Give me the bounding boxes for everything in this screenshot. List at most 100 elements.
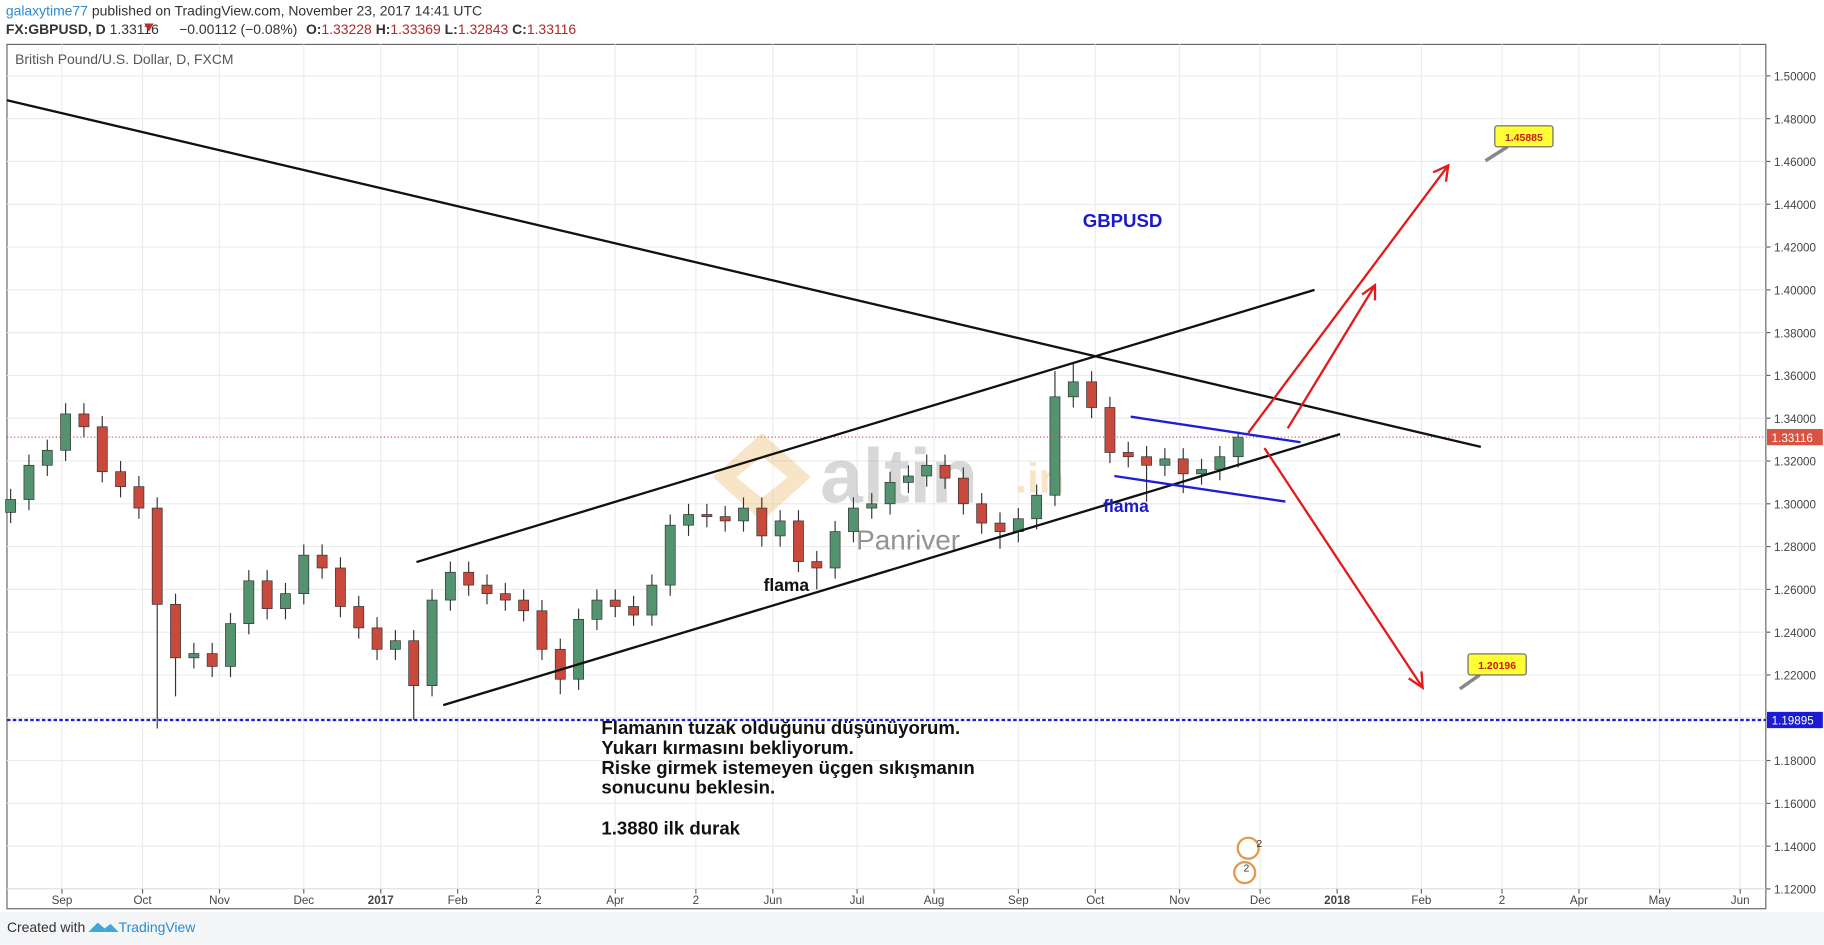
y-tick-label: 1.48000	[1774, 113, 1817, 126]
x-tick-label: 2	[693, 894, 699, 907]
event-icon[interactable]	[1236, 836, 1260, 860]
note-line: 1.3880 ilk durak	[601, 817, 740, 838]
ohlc-value: 1.33369	[390, 21, 441, 37]
arrow-up	[1247, 164, 1450, 434]
note-line: Riske girmek istemeyen üçgen sıkışmanın	[601, 757, 974, 778]
candle-body	[939, 464, 951, 479]
ohlc-label: H:	[376, 21, 391, 37]
candles	[5, 362, 1766, 729]
candle-body	[957, 477, 969, 505]
candle-body	[243, 580, 255, 624]
header-line: galaxytime77 published on TradingView.co…	[6, 2, 482, 18]
y-tick-label: 1.14000	[1774, 841, 1817, 854]
last-price: 1.33116	[110, 21, 160, 37]
arrow-head	[1361, 282, 1377, 301]
candle-body	[133, 486, 145, 509]
ohlc-value: 1.32843	[458, 21, 509, 37]
candle-body	[353, 606, 365, 629]
candle-body	[811, 561, 823, 569]
candle-body	[1031, 494, 1043, 520]
support-line-label-box	[1767, 711, 1823, 729]
candle-body	[335, 567, 346, 607]
symbol-note: GBPUSD	[1083, 210, 1163, 231]
candle-body	[1104, 407, 1116, 453]
candle-body	[1232, 436, 1244, 458]
candle-body	[793, 520, 804, 562]
y-tick-label: 1.16000	[1774, 798, 1817, 811]
watermark-logo	[713, 432, 811, 522]
note-line: sonucunu beklesin.	[601, 777, 775, 798]
note-line: Flamanın tuzak olduğunu düşünüyorum.	[601, 717, 960, 738]
callout-pointer	[1484, 145, 1509, 163]
candle-body	[701, 514, 713, 517]
events[interactable]: 2 2	[1233, 836, 1262, 885]
x-tick-label: Jun	[763, 894, 782, 907]
event-icon[interactable]	[1233, 861, 1257, 885]
candle-body	[188, 653, 200, 659]
candle-body	[170, 604, 181, 659]
ohlc-value: 1.33116	[527, 21, 577, 37]
x-tick-label: Oct	[1086, 894, 1105, 907]
x-tick-label: Apr	[606, 894, 624, 907]
candle-body	[23, 464, 35, 500]
candle-body	[774, 520, 786, 537]
candle-body	[1141, 456, 1152, 466]
candle-body	[408, 640, 420, 687]
candle-body	[829, 531, 841, 569]
x-tick-label: 2018	[1324, 894, 1350, 907]
callout-text: 1.45885	[1505, 133, 1543, 144]
candle-body	[41, 449, 53, 466]
grid	[6, 44, 1766, 890]
published: published on TradingView.com, November 2…	[92, 2, 482, 18]
candle-body	[481, 584, 493, 595]
candle-body	[1049, 396, 1061, 496]
ohlc-label: C:	[512, 21, 527, 37]
candle-body	[591, 599, 603, 620]
candle-body	[463, 571, 475, 586]
candle-body	[1214, 456, 1226, 470]
event-count: 2	[1244, 864, 1250, 875]
y-tick-label: 1.18000	[1774, 755, 1817, 768]
candle-body	[756, 507, 768, 537]
candle-body	[298, 554, 310, 595]
x-tick-label: Nov	[1169, 894, 1190, 907]
x-tick-label: Dec	[1250, 894, 1271, 907]
candle-body	[151, 507, 163, 605]
callout-text: 1.20196	[1478, 661, 1516, 672]
candle-body	[1177, 458, 1189, 475]
callout-box	[1494, 125, 1554, 148]
chart-title: British Pound/U.S. Dollar, D, FXCM	[15, 51, 233, 67]
y-tick-label: 1.22000	[1774, 670, 1817, 683]
candle-body	[1086, 381, 1097, 408]
candle-body	[848, 507, 859, 532]
candle-body	[280, 593, 291, 609]
candle-body	[316, 554, 328, 569]
candle-body	[884, 482, 896, 505]
x-tick-label: Nov	[209, 894, 230, 907]
candle-body	[738, 507, 749, 522]
footer-bar	[0, 912, 1824, 945]
x-tick-label: Feb	[1411, 894, 1431, 907]
callout-pointer	[1458, 673, 1481, 691]
x-tick-label: Jul	[850, 894, 865, 907]
x-tick-label: Sep	[1008, 894, 1029, 907]
axes: 1.120001.140001.160001.180001.200001.220…	[52, 71, 1823, 907]
candle-body	[1067, 381, 1079, 398]
note-line: Yukarı kırmasını bekliyorum.	[601, 737, 853, 758]
y-tick-label: 1.44000	[1774, 199, 1817, 212]
y-tick-label: 1.32000	[1774, 456, 1817, 469]
x-tick-label: 2	[1499, 894, 1505, 907]
ohlc-value: 1.33228	[321, 21, 372, 37]
author[interactable]: galaxytime77	[6, 2, 88, 18]
y-tick-label: 1.36000	[1774, 370, 1817, 383]
price-line-label: 1.33116	[1772, 432, 1813, 445]
candle-body	[206, 653, 218, 667]
footer-brand[interactable]: TradingView	[119, 919, 197, 935]
candle-body	[371, 627, 383, 650]
plot-frame	[6, 43, 1767, 910]
candle-body	[1122, 452, 1134, 458]
candle-body	[261, 580, 273, 609]
candle-body	[646, 584, 658, 616]
y-tick-label: 1.42000	[1774, 242, 1817, 255]
